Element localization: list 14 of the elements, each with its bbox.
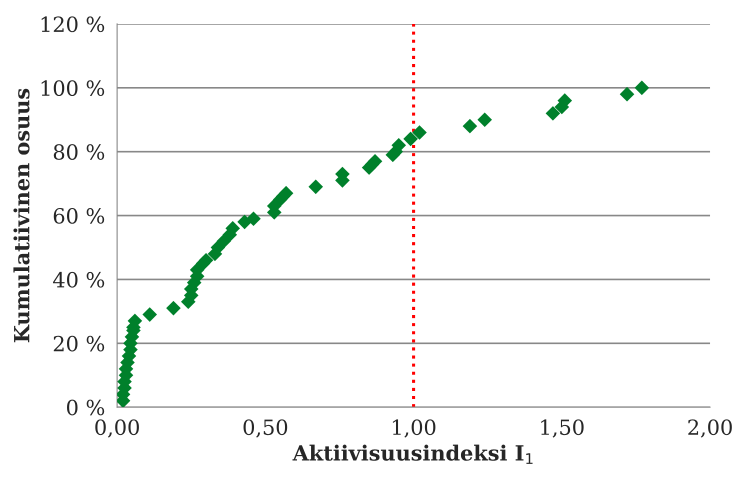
x-tick-label: 0,50 bbox=[244, 419, 288, 438]
x-tick-label: 0,00 bbox=[95, 419, 139, 438]
x-axis-title: Aktiivisuusindeksi I$_{1}$ bbox=[292, 444, 533, 464]
y-tick-label: 120 % bbox=[42, 16, 104, 32]
y-tick-label: 0 % bbox=[67, 400, 104, 416]
y-tick-label: 100 % bbox=[42, 80, 104, 96]
y-axis-title: Kumulatiivinen osuus bbox=[13, 88, 30, 342]
y-tick-label: 20 % bbox=[54, 336, 104, 352]
x-tick-label: 2,00 bbox=[688, 419, 732, 438]
x-tick-label: 1,00 bbox=[392, 419, 436, 438]
x-tick-label: 1,50 bbox=[541, 419, 584, 438]
y-tick-label: 80 % bbox=[54, 144, 104, 160]
y-tick-label: 40 % bbox=[53, 272, 104, 288]
y-tick-label: 60 % bbox=[54, 208, 104, 224]
